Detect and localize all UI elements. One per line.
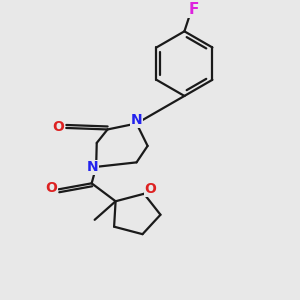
Text: N: N	[131, 113, 142, 128]
Text: O: O	[52, 120, 64, 134]
Text: F: F	[188, 2, 199, 17]
Text: O: O	[145, 182, 157, 196]
Text: O: O	[45, 182, 57, 195]
Text: N: N	[87, 160, 98, 175]
